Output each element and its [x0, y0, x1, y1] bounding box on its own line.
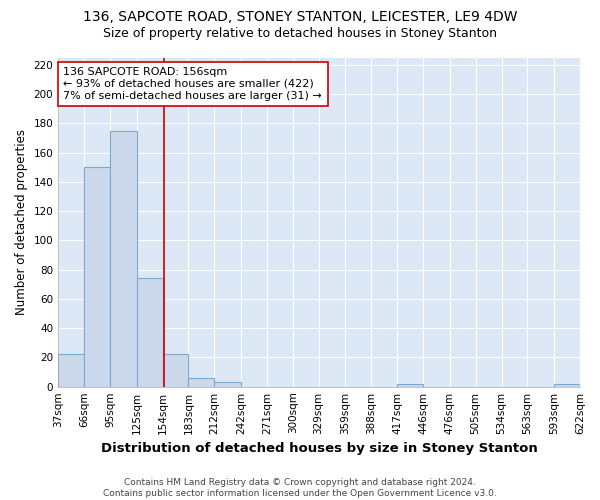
- Bar: [554, 384, 580, 386]
- Bar: [84, 167, 110, 386]
- Text: 136 SAPCOTE ROAD: 156sqm
← 93% of detached houses are smaller (422)
7% of semi-d: 136 SAPCOTE ROAD: 156sqm ← 93% of detach…: [64, 68, 322, 100]
- Bar: [137, 278, 163, 386]
- Bar: [110, 130, 137, 386]
- Text: Size of property relative to detached houses in Stoney Stanton: Size of property relative to detached ho…: [103, 28, 497, 40]
- Y-axis label: Number of detached properties: Number of detached properties: [15, 129, 28, 315]
- X-axis label: Distribution of detached houses by size in Stoney Stanton: Distribution of detached houses by size …: [101, 442, 538, 455]
- Bar: [397, 384, 423, 386]
- Text: Contains HM Land Registry data © Crown copyright and database right 2024.
Contai: Contains HM Land Registry data © Crown c…: [103, 478, 497, 498]
- Bar: [58, 354, 84, 386]
- Bar: [163, 354, 188, 386]
- Bar: [188, 378, 214, 386]
- Bar: [214, 382, 241, 386]
- Text: 136, SAPCOTE ROAD, STONEY STANTON, LEICESTER, LE9 4DW: 136, SAPCOTE ROAD, STONEY STANTON, LEICE…: [83, 10, 517, 24]
